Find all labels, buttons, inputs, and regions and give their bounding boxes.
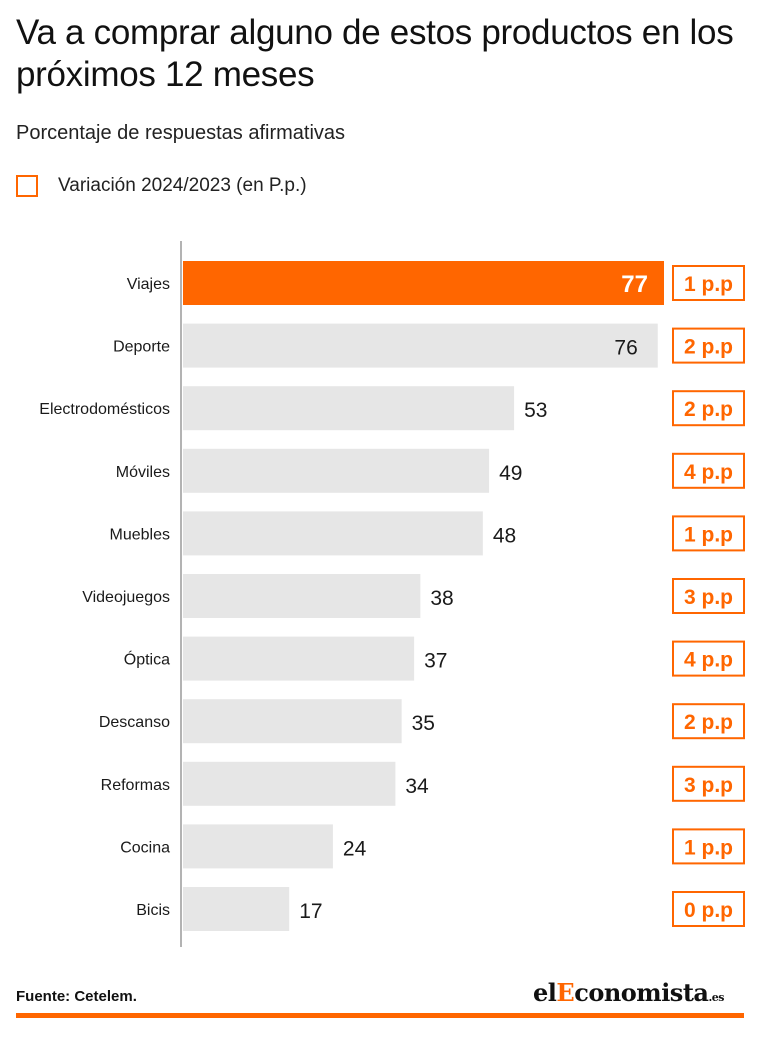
category-label: Bicis [136,902,170,919]
variation-box [672,327,745,364]
variation-box [672,265,745,301]
bar [183,323,658,368]
value-label: 17 [299,900,322,923]
category-label: Reformas [101,777,170,794]
variation-label: 3 p.p [684,774,733,797]
bar [183,636,415,681]
value-label: 37 [424,650,447,673]
category-label: Viajes [127,276,170,293]
category-label: Óptica [124,650,170,669]
category-label: Móviles [116,464,170,481]
variation-box [672,640,745,677]
variation-label: 1 p.p [684,273,733,296]
publisher-logo: elEconomista.es [533,978,724,1007]
logo-highlight: E [556,978,575,1007]
logo-prefix: el [533,978,557,1007]
value-label: 24 [343,837,367,860]
category-label: Descanso [99,714,170,731]
variation-box [672,578,745,614]
bar-chart: Viajes 77 1 p.p Deporte 76 2 p.p Electrodomést… [39,241,745,947]
bar [183,511,483,556]
variation-label: 2 p.p [684,711,733,734]
source-note: Fuente: Cetelem. [16,988,137,1005]
variation-box [672,891,745,927]
legend-swatch [16,175,38,197]
category-label: Cocina [120,839,170,856]
bar [183,699,402,744]
value-label: 35 [412,712,435,735]
chart-subtitle: Porcentaje de respuestas afirmativas [16,122,346,144]
bar [183,824,333,869]
bar [183,761,396,806]
category-label: Videojuegos [82,589,170,606]
value-label: 38 [430,587,453,610]
legend: Variación 2024/2023 (en P.p.) [16,172,307,200]
variation-label: 0 p.p [684,899,733,922]
category-label: Electrodomésticos [39,401,170,418]
legend-label: Variación 2024/2023 (en P.p.) [58,175,307,196]
logo-suffix: .es [708,991,724,1004]
value-label: 49 [499,462,522,485]
bar [183,448,490,493]
footer-rule [16,1013,744,1018]
variation-label: 4 p.p [684,649,733,672]
logo-rest: conomista [574,978,709,1007]
variation-box [672,390,745,427]
variation-box [672,452,745,489]
variation-label: 3 p.p [684,586,733,609]
value-label: 53 [524,399,547,422]
value-label: 48 [493,524,516,547]
category-label: Muebles [110,526,170,543]
variation-label: 1 p.p [684,836,733,859]
value-label: 34 [405,775,429,798]
variation-label: 1 p.p [684,523,733,546]
variation-box [672,703,745,740]
variation-box [672,765,745,802]
variation-box [672,828,745,865]
variation-label: 2 p.p [684,398,733,421]
variation-label: 2 p.p [684,336,733,359]
bar [183,261,664,305]
value-label: 76 [614,337,637,360]
value-label: 77 [621,271,648,298]
bar [183,887,290,931]
bar [183,386,515,431]
variation-box [672,515,745,552]
variation-label: 4 p.p [684,461,733,484]
chart-title: Va a comprar alguno de estos productos e… [16,13,734,94]
bar [183,574,421,618]
category-label: Deporte [113,339,170,356]
